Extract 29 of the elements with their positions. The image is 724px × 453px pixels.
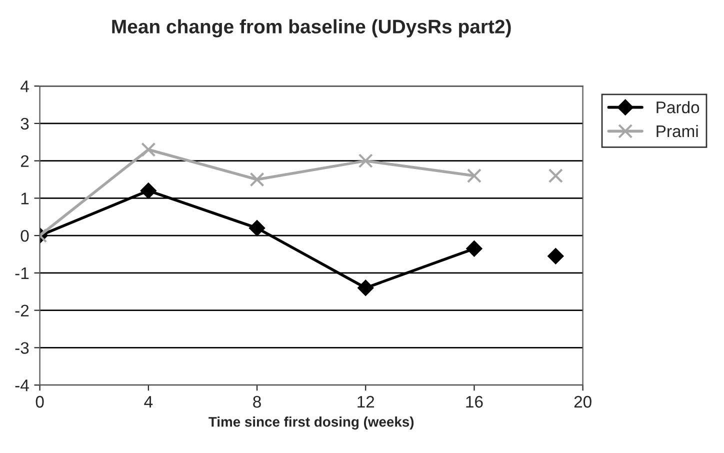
y-tick-label: 0 [20,230,29,242]
legend-label: Prami [656,124,698,138]
point [249,220,265,236]
point [140,182,156,199]
legend-label: Pardo [656,101,700,114]
y-tick-label: 3 [20,118,29,130]
point [358,280,374,296]
point [141,142,156,157]
x-tick-label: 16 [466,396,483,408]
point [466,168,482,184]
x-tick-label: 8 [253,396,261,408]
y-tick-label: -1 [15,268,29,279]
x-tick-label: 12 [358,396,374,408]
point [250,172,264,187]
point [548,248,564,264]
chart-title: Mean change from baseline (UDysRs part2) [112,19,511,38]
y-tick-label: -4 [15,380,29,392]
y-tick-label: 4 [20,80,29,92]
x-tick-label: 4 [144,396,153,408]
x-tick-label: 20 [574,396,592,408]
y-tick-label: -3 [15,342,29,354]
y-tick-label: 2 [20,155,29,167]
point [548,168,563,184]
y-tick-label: -2 [15,304,29,316]
point [466,240,482,257]
x-tick-label: 0 [36,396,44,408]
y-tick-label: 1 [21,192,29,204]
point [358,154,373,168]
x-axis-title: Time since first dosing (weeks) [208,416,414,430]
